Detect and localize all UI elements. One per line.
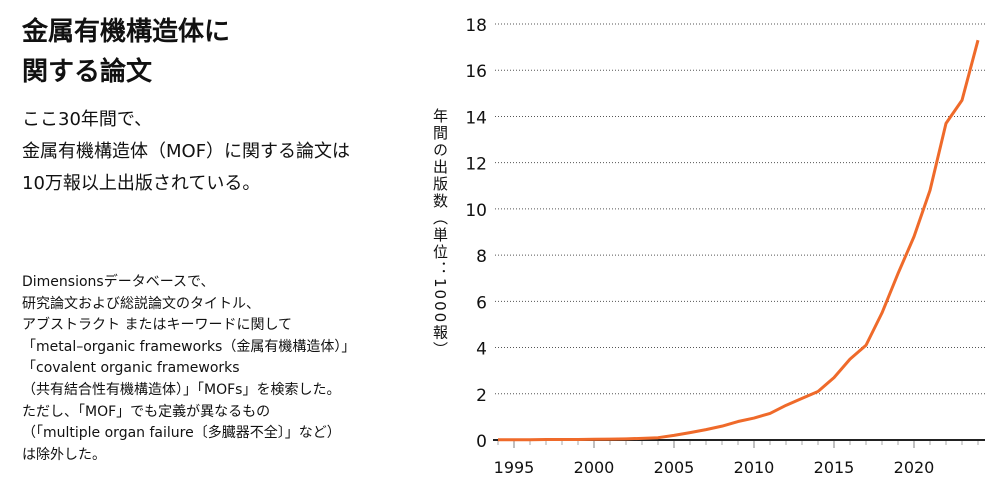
y-tick-label: 2	[476, 386, 487, 406]
x-tick-label: 1995	[494, 458, 535, 477]
subtitle-line: 10万報以上出版されている。	[22, 173, 261, 194]
title-line: 金属有機構造体に	[22, 17, 231, 47]
subtitle: ここ30年間で、 金属有機構造体（MOF）に関する論文は 10万報以上出版されて…	[22, 104, 350, 200]
x-tick-label: 2015	[814, 458, 855, 477]
y-tick-label: 16	[465, 62, 487, 82]
note-line: 研究論文および総説論文のタイトル、	[22, 295, 260, 312]
title: 金属有機構造体に 関する論文	[22, 12, 230, 92]
x-tick-label: 2020	[894, 458, 935, 477]
y-tick-label: 12	[465, 155, 487, 175]
note-line: 「covalent organic frameworks	[22, 360, 240, 377]
note-line: アブストラクト またはキーワードに関して	[22, 317, 293, 334]
note-line: は除外した。	[22, 446, 106, 463]
subtitle-line: ここ30年間で、	[22, 109, 153, 130]
series-line	[498, 39, 980, 442]
note-line: ただし、「MOF」でも定義が異なるもの	[22, 403, 271, 420]
note-line: Dimensionsデータベースで、	[22, 274, 215, 290]
note-line: （共有結合性有機構造体）」「MOFs」を検索した。	[22, 381, 341, 398]
title-line: 関する論文	[22, 57, 153, 87]
x-tick-label: 2010	[734, 458, 775, 477]
source-note: Dimensionsデータベースで、 研究論文および総説論文のタイトル、 アブス…	[22, 272, 355, 466]
y-tick-label: 4	[476, 340, 487, 360]
subtitle-line: 金属有機構造体（MOF）に関する論文は	[22, 141, 351, 162]
y-tick-label: 8	[476, 247, 487, 267]
y-tick-label: 6	[476, 293, 487, 313]
y-tick-label: 14	[465, 108, 487, 128]
x-tick-label: 2005	[654, 458, 695, 477]
note-line: 「metal–organic frameworks（金属有機構造体）」	[22, 338, 356, 355]
y-tick-label: 10	[465, 201, 487, 221]
y-axis-label: 年間の出版数（単位：1000報）	[431, 108, 449, 359]
x-tick-label: 2000	[574, 458, 615, 477]
note-line: （「multiple organ failure〔多臓器不全〕」など）	[22, 425, 341, 442]
y-tick-label: 18	[465, 16, 487, 36]
y-tick-label: 0	[476, 432, 487, 452]
